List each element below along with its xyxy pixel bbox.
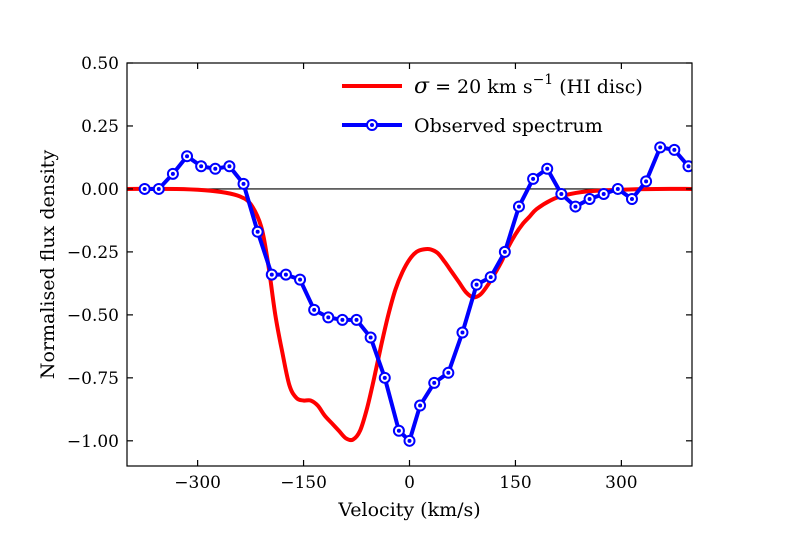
observed-point-center	[516, 204, 521, 209]
observed-point-center	[460, 330, 465, 335]
y-tick-label: 0.25	[81, 117, 119, 137]
y-tick-label: −0.75	[67, 369, 119, 389]
observed-point-center	[658, 145, 663, 150]
observed-point-center	[686, 164, 691, 169]
observed-point-center	[227, 164, 232, 169]
x-tick-label: 300	[605, 473, 637, 493]
y-tick-label: −1.00	[67, 432, 119, 452]
y-tick-label: 0.00	[81, 180, 119, 200]
observed-point-center	[629, 197, 634, 202]
observed-point-center	[368, 335, 373, 340]
observed-point-center	[170, 171, 175, 176]
legend-label-model: σ = 20 km s−1 (HI disc)	[414, 72, 643, 99]
observed-point-center	[474, 282, 479, 287]
observed-point-center	[601, 191, 606, 196]
observed-point-center	[298, 277, 303, 282]
y-axis-label: Normalised flux density	[37, 150, 59, 380]
observed-point-center	[418, 403, 423, 408]
plot-frame	[126, 62, 693, 467]
observed-point-center	[142, 186, 147, 191]
observed-point-center	[407, 438, 412, 443]
observed-point-center	[446, 370, 451, 375]
x-tick-label: 0	[404, 473, 415, 493]
observed-point-center	[587, 197, 592, 202]
x-tick-label: 150	[499, 473, 531, 493]
observed-point-center	[559, 191, 564, 196]
y-tick-label: −0.50	[67, 306, 119, 326]
observed-point-center	[283, 272, 288, 277]
x-axis-label: Velocity (km/s)	[337, 499, 480, 521]
observed-point-center	[432, 380, 437, 385]
observed-point-center	[396, 428, 401, 433]
observed-point-center	[269, 272, 274, 277]
observed-point-center	[382, 375, 387, 380]
observed-point-center	[672, 147, 677, 152]
observed-spectrum-line	[142, 145, 691, 443]
observed-point-center	[502, 249, 507, 254]
observed-point-center	[545, 166, 550, 171]
observed-point-center	[488, 275, 493, 280]
observed-point-center	[326, 315, 331, 320]
observed-point-center	[615, 186, 620, 191]
y-tick-label: −0.25	[67, 243, 119, 263]
legend-label-observed: Observed spectrum	[414, 115, 603, 137]
observed-point-center	[312, 307, 317, 312]
legend-marker-observed-inner	[370, 123, 374, 127]
observed-point-center	[573, 204, 578, 209]
observed-point-center	[213, 166, 218, 171]
y-tick-label: 0.50	[81, 54, 119, 74]
x-tick-label: −300	[174, 473, 221, 493]
observed-point-center	[199, 164, 204, 169]
legend: σ = 20 km s−1 (HI disc) Observed spectru…	[342, 72, 643, 137]
observed-point-center	[531, 176, 536, 181]
observed-point-center	[354, 317, 359, 322]
observed-point-center	[340, 317, 345, 322]
observed-point-center	[644, 179, 649, 184]
observed-point-center	[255, 229, 260, 234]
observed-point-center	[156, 186, 161, 191]
observed-point-center	[185, 154, 190, 159]
x-tick-label: −150	[280, 473, 327, 493]
model-curve	[127, 186, 692, 443]
observed-point-center	[241, 181, 246, 186]
